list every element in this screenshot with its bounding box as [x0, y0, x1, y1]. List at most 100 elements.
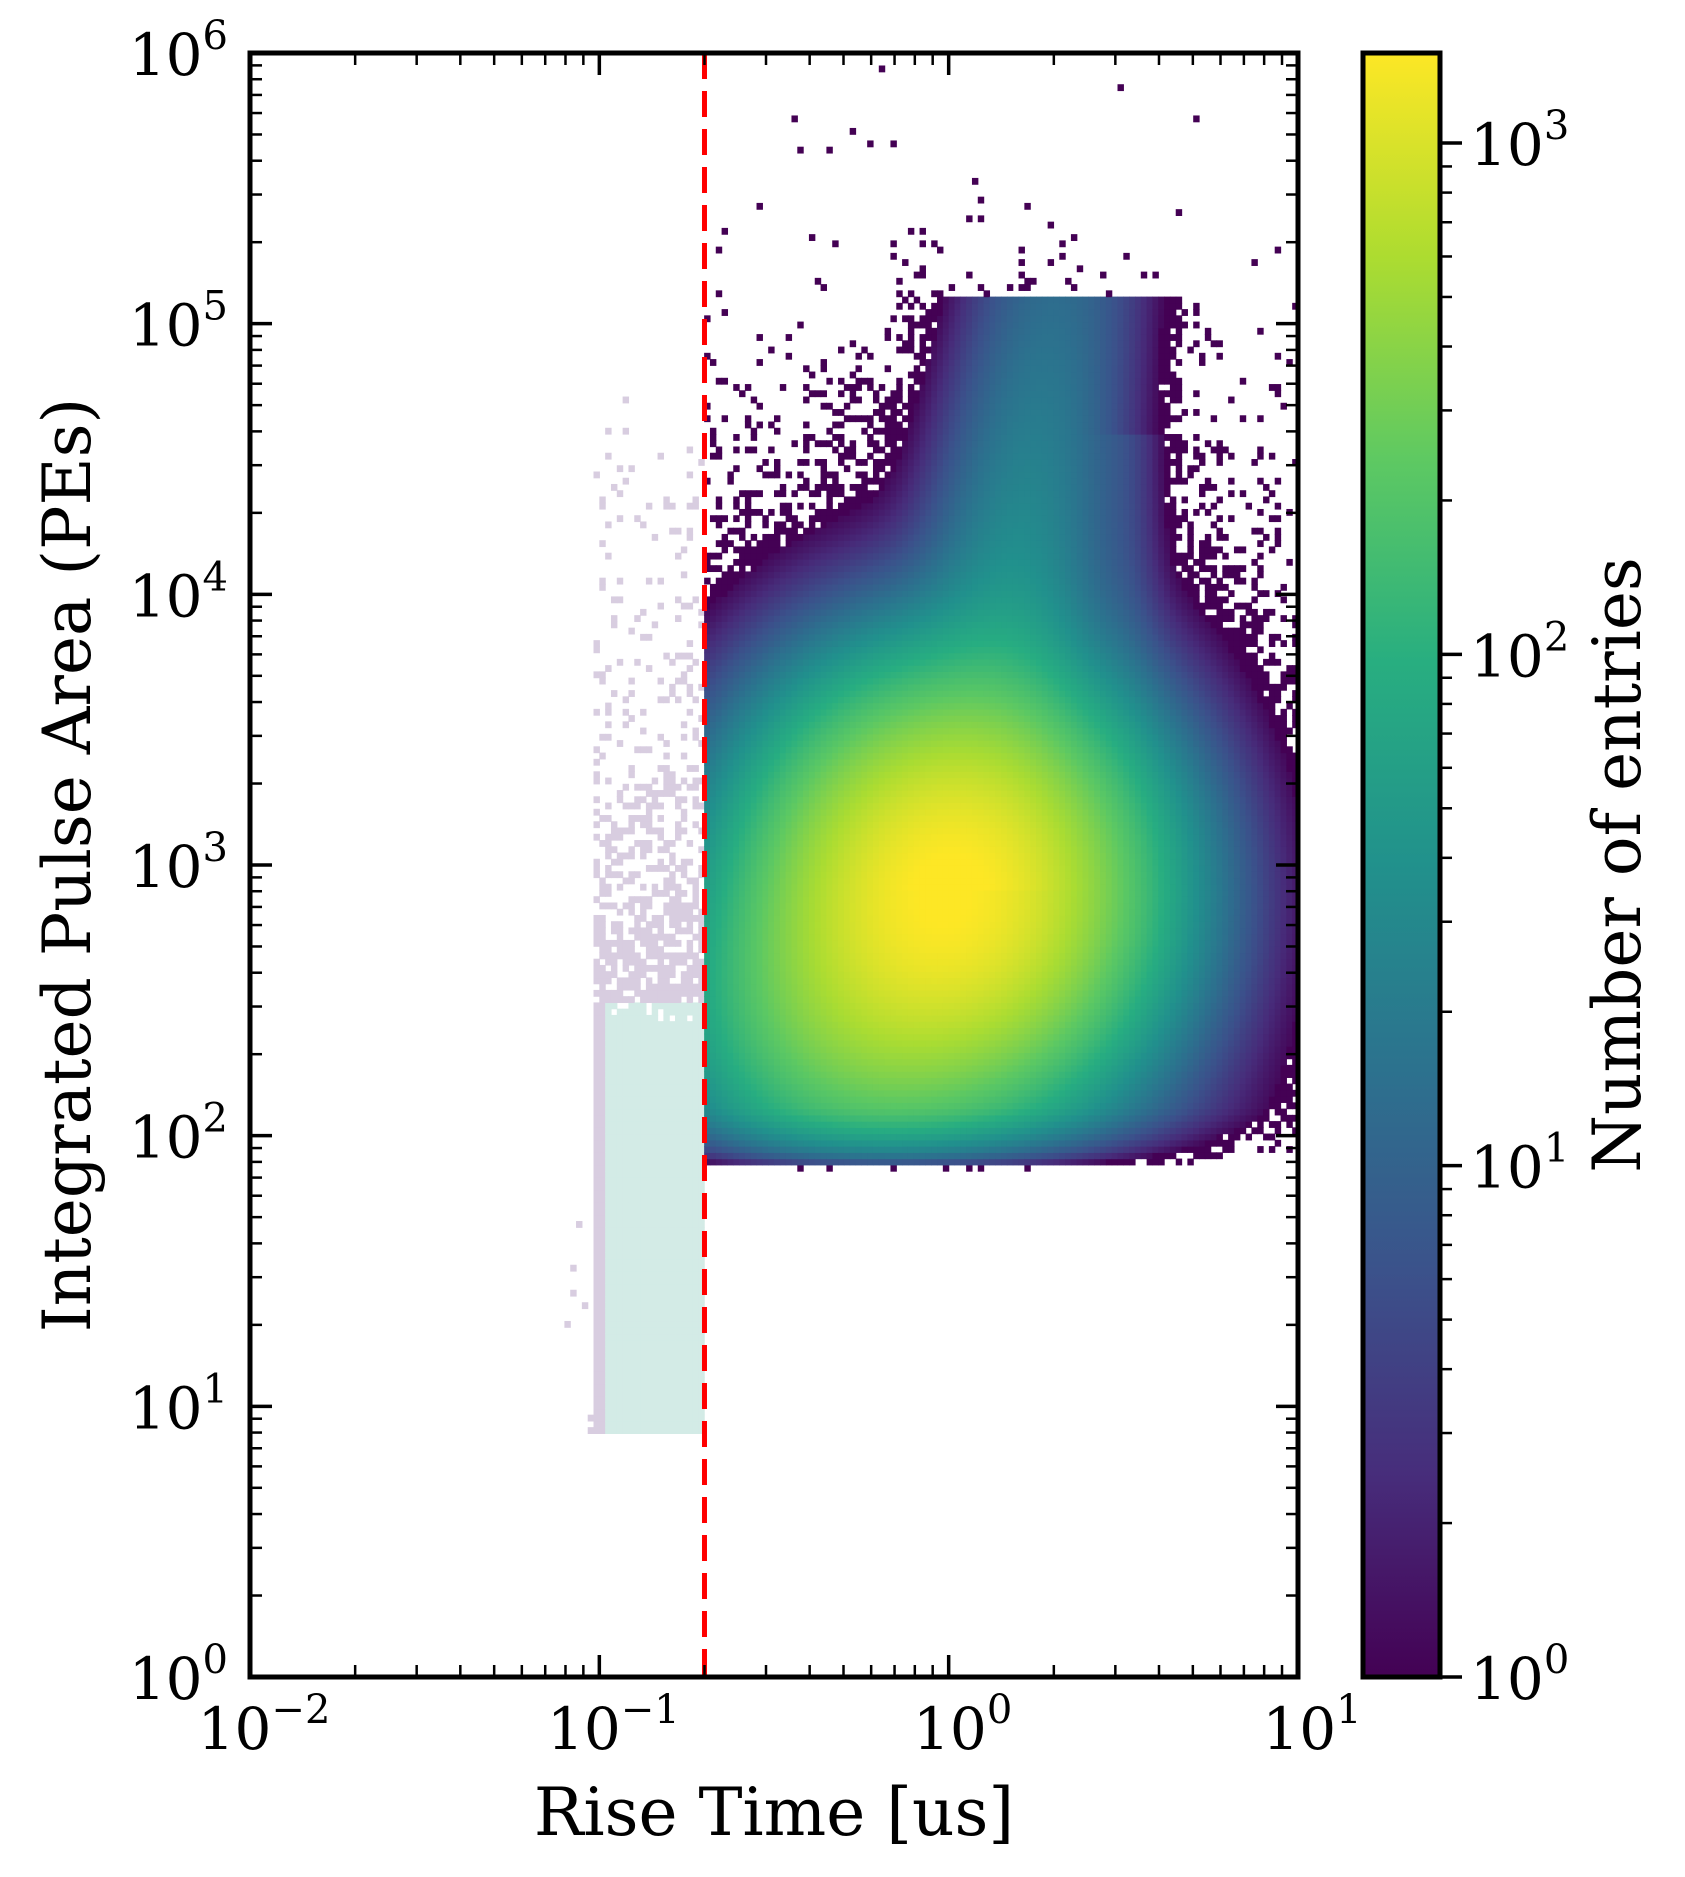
heatmap-cell: [704, 640, 711, 647]
heatmap-cell: [622, 983, 630, 991]
heatmap-cell: [680, 1320, 688, 1328]
heatmap-cell: [739, 633, 746, 641]
heatmap-cell: [750, 727, 758, 735]
heatmap-cell: [826, 527, 833, 535]
heatmap-cell: [657, 846, 664, 854]
heatmap-cell: [709, 1071, 717, 1078]
heatmap-cell: [616, 1320, 624, 1328]
heatmap-cell: [657, 921, 664, 929]
heatmap-cell: [645, 952, 653, 960]
heatmap-cell: [645, 1146, 653, 1153]
heatmap-cell: [861, 621, 868, 629]
heatmap-cell: [727, 1083, 734, 1091]
heatmap-cell: [814, 602, 822, 610]
heatmap-cell: [599, 1370, 606, 1378]
heatmap-cell: [797, 802, 804, 810]
heatmap-cell: [774, 1039, 781, 1047]
heatmap-cell: [849, 715, 857, 722]
heatmap-cell: [657, 1339, 664, 1347]
heatmap-cell: [715, 1133, 723, 1141]
heatmap-cell: [832, 558, 839, 566]
heatmap-cell: [622, 1046, 630, 1053]
heatmap-cell: [849, 1133, 857, 1141]
heatmap-cell: [797, 715, 804, 722]
heatmap-cell: [622, 1183, 630, 1191]
heatmap-cell: [785, 646, 793, 654]
heatmap-cell: [616, 1333, 624, 1341]
heatmap-cell: [680, 1295, 688, 1303]
heatmap-cell: [791, 846, 798, 854]
heatmap-cell: [774, 958, 781, 966]
heatmap-cell: [843, 771, 851, 779]
heatmap-cell: [628, 1289, 635, 1297]
heatmap-cell: [855, 583, 862, 591]
heatmap-cell: [785, 540, 793, 548]
heatmap-cell: [855, 683, 862, 691]
heatmap-cell: [616, 1033, 624, 1041]
heatmap-cell: [657, 1327, 664, 1335]
heatmap-cell: [610, 1164, 618, 1172]
heatmap-cell: [774, 652, 781, 660]
heatmap-cell: [634, 1014, 641, 1022]
heatmap-cell: [762, 1114, 769, 1122]
heatmap-cell: [587, 1427, 595, 1434]
heatmap-cell: [593, 1052, 600, 1060]
heatmap-cell: [843, 384, 851, 391]
heatmap-cell: [715, 583, 723, 591]
heatmap-cell: [785, 758, 793, 766]
heatmap-cell: [750, 746, 758, 754]
heatmap-cell: [610, 871, 618, 879]
heatmap-cell: [692, 696, 699, 704]
heatmap-cell: [791, 515, 798, 523]
heatmap-cell: [599, 1052, 606, 1060]
heatmap-cell: [599, 1152, 606, 1160]
heatmap-cell: [657, 1189, 664, 1197]
heatmap-cell: [768, 1121, 775, 1128]
heatmap-cell: [774, 1127, 781, 1135]
heatmap-cell: [843, 1014, 851, 1022]
heatmap-cell: [785, 502, 793, 510]
heatmap-cell: [774, 590, 781, 598]
heatmap-cell: [721, 952, 729, 960]
heatmap-cell: [791, 627, 798, 635]
heatmap-cell: [838, 858, 845, 866]
heatmap-cell: [855, 1027, 862, 1035]
heatmap-cell: [838, 646, 845, 654]
heatmap-cell: [797, 1133, 804, 1141]
heatmap-cell: [739, 615, 746, 622]
heatmap-cell: [820, 365, 827, 373]
heatmap-cell: [715, 590, 723, 598]
heatmap-cell: [692, 964, 699, 972]
heatmap-cell: [605, 708, 612, 716]
heatmap-cell: [727, 540, 734, 548]
heatmap-cell: [797, 696, 804, 704]
heatmap-cell: [704, 658, 711, 666]
heatmap-cell: [599, 1377, 606, 1385]
heatmap-cell: [640, 1402, 647, 1410]
heatmap-cell: [593, 1202, 600, 1210]
heatmap-cell: [744, 1033, 752, 1041]
heatmap-cell: [605, 1033, 612, 1041]
heatmap-cell: [715, 939, 723, 947]
heatmap-cell: [599, 1277, 606, 1285]
heatmap-cell: [791, 702, 798, 710]
heatmap-cell: [680, 1283, 688, 1291]
heatmap-cell: [791, 733, 798, 741]
heatmap-cell: [704, 790, 711, 797]
heatmap-cell: [779, 1014, 787, 1022]
heatmap-cell: [785, 808, 793, 816]
heatmap-cell: [739, 721, 746, 729]
heatmap-cell: [634, 746, 641, 754]
heatmap-cell: [616, 740, 624, 747]
heatmap-cell: [651, 1021, 659, 1028]
heatmap-cell: [686, 927, 694, 935]
heatmap-cell: [622, 1133, 630, 1141]
heatmap-cell: [768, 508, 775, 516]
heatmap-cell: [826, 1133, 833, 1141]
heatmap-cell: [704, 721, 711, 729]
heatmap-cell: [762, 577, 769, 585]
heatmap-cell: [704, 1021, 711, 1028]
heatmap-cell: [750, 865, 758, 872]
heatmap-cell: [727, 815, 734, 822]
heatmap-cell: [762, 896, 769, 904]
